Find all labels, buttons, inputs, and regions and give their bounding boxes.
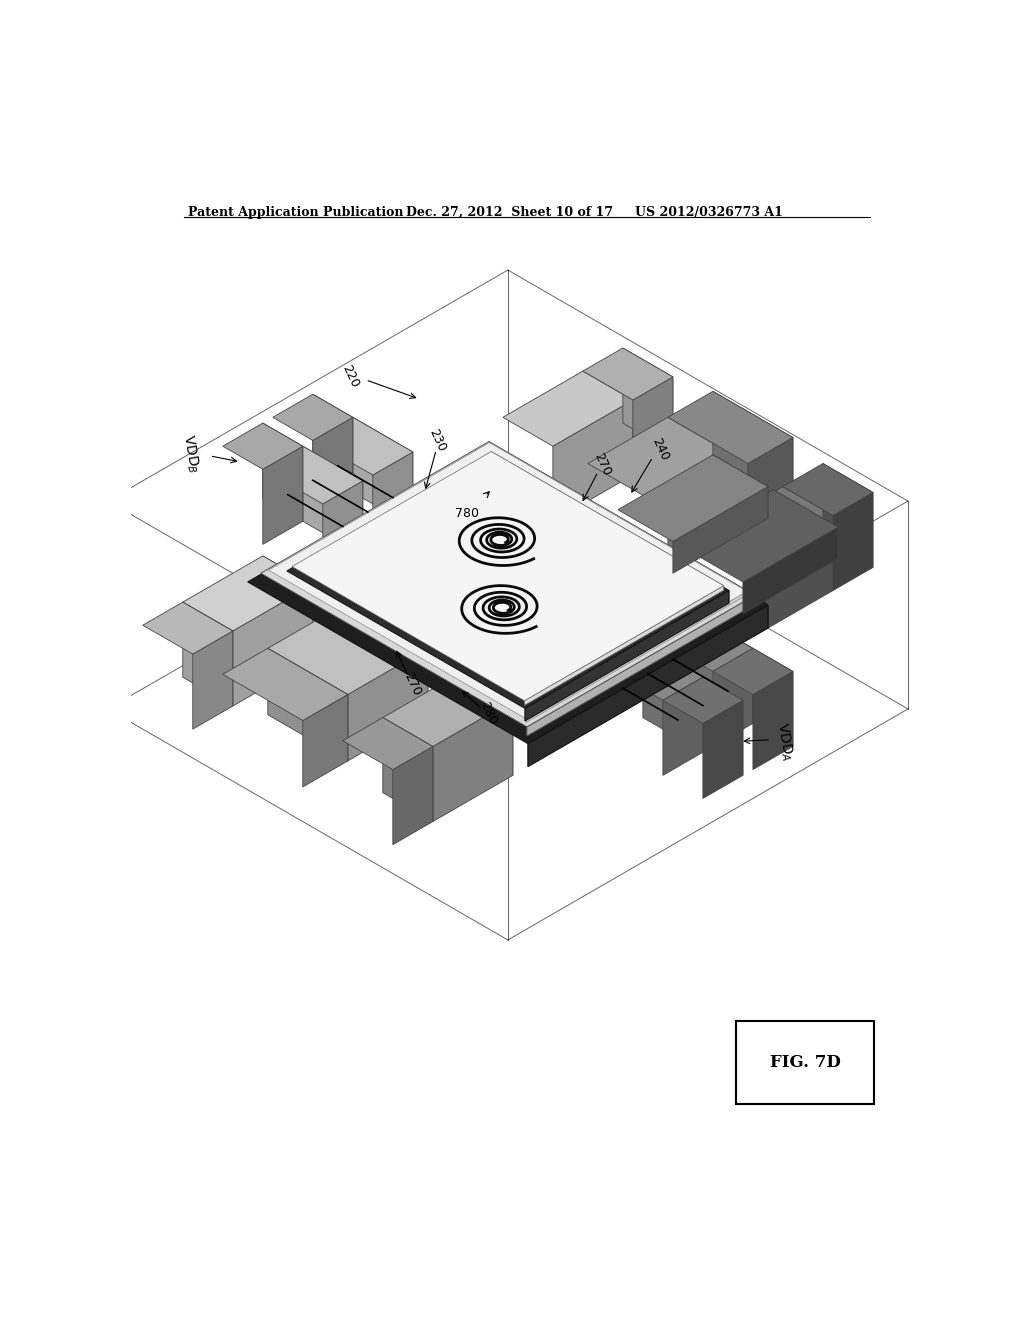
Polygon shape [268,648,348,760]
Text: 270: 270 [591,450,613,478]
Text: 240: 240 [649,436,672,463]
Polygon shape [702,487,833,562]
Polygon shape [702,677,743,775]
Polygon shape [488,442,755,605]
Polygon shape [623,348,673,451]
Polygon shape [373,451,413,550]
Polygon shape [303,694,348,787]
Polygon shape [524,586,724,705]
Polygon shape [433,701,513,821]
Polygon shape [182,602,232,706]
Polygon shape [603,643,702,701]
Polygon shape [753,672,793,770]
Polygon shape [553,400,633,521]
Text: Patent Application Publication: Patent Application Publication [188,206,403,219]
Polygon shape [312,417,413,475]
Text: 780: 780 [456,507,479,520]
Polygon shape [702,701,743,799]
Polygon shape [633,378,673,475]
Polygon shape [353,417,413,527]
Polygon shape [823,463,872,568]
Polygon shape [268,602,428,694]
Polygon shape [193,631,232,729]
Polygon shape [527,605,768,767]
Polygon shape [182,556,312,631]
Polygon shape [263,446,362,504]
Polygon shape [492,451,724,590]
Polygon shape [343,718,433,770]
Polygon shape [525,590,729,721]
Polygon shape [383,672,513,747]
Polygon shape [753,516,833,636]
Polygon shape [261,442,755,727]
Polygon shape [663,677,743,723]
Polygon shape [643,643,702,752]
Polygon shape [668,391,793,463]
Polygon shape [713,648,753,747]
Polygon shape [527,595,755,737]
Polygon shape [463,672,513,775]
Polygon shape [668,417,748,529]
Polygon shape [617,455,768,541]
Polygon shape [489,442,748,595]
Polygon shape [248,444,768,743]
Polygon shape [588,417,748,510]
Polygon shape [713,648,793,694]
Polygon shape [783,487,833,590]
Polygon shape [668,463,748,576]
Polygon shape [583,371,633,475]
Polygon shape [303,446,362,556]
Polygon shape [583,348,673,400]
Text: VDD$_A$: VDD$_A$ [773,721,797,762]
Polygon shape [490,453,729,603]
Polygon shape [783,463,872,516]
Polygon shape [526,591,748,722]
Polygon shape [263,556,312,660]
Polygon shape [503,371,633,446]
Polygon shape [713,391,793,504]
Polygon shape [743,527,838,614]
Text: FIG. 7D: FIG. 7D [770,1053,841,1071]
Polygon shape [312,395,353,492]
Polygon shape [263,446,303,544]
Text: 270: 270 [401,671,423,697]
Polygon shape [272,395,353,441]
Polygon shape [693,614,753,723]
Text: Dec. 27, 2012  Sheet 10 of 17: Dec. 27, 2012 Sheet 10 of 17 [407,206,613,219]
Polygon shape [287,453,729,709]
Polygon shape [393,747,433,845]
Polygon shape [268,442,748,719]
Polygon shape [142,602,232,655]
Text: US 2012/0326773 A1: US 2012/0326773 A1 [635,206,782,219]
Polygon shape [223,648,348,721]
Polygon shape [263,424,303,521]
Polygon shape [748,437,793,529]
Polygon shape [383,718,433,821]
Polygon shape [487,444,768,628]
Polygon shape [833,492,872,590]
Polygon shape [223,424,303,470]
Polygon shape [323,480,362,579]
Polygon shape [348,648,428,760]
Polygon shape [292,451,724,701]
Text: VDD$_B$: VDD$_B$ [179,433,202,475]
Polygon shape [348,602,428,714]
Polygon shape [673,487,768,573]
Text: 280: 280 [478,700,500,727]
Polygon shape [232,585,312,706]
Polygon shape [773,490,838,558]
Polygon shape [663,677,702,775]
Text: 230: 230 [427,426,449,454]
Polygon shape [753,648,793,747]
Text: 220: 220 [339,363,361,389]
Polygon shape [713,455,768,519]
Polygon shape [653,614,753,672]
Polygon shape [678,490,838,582]
Polygon shape [312,417,353,516]
